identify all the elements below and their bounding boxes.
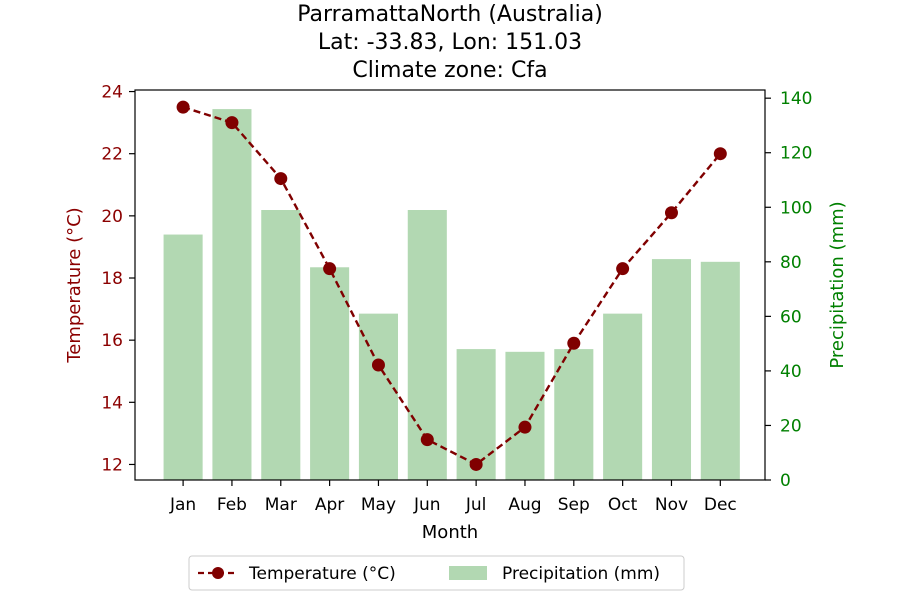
legend-box bbox=[188, 555, 685, 591]
precipitation-bar-apr bbox=[310, 267, 350, 480]
month-tick-label-jun: Jun bbox=[413, 495, 441, 515]
temperature-point-apr bbox=[323, 262, 337, 276]
temperature-point-jan bbox=[176, 100, 190, 114]
temperature-point-jul bbox=[469, 457, 483, 471]
chart-title-line-2: Lat: -33.83, Lon: 151.03 bbox=[318, 30, 582, 55]
precipitation-axis: 0 20 40 60 80 100 120 140 bbox=[765, 89, 812, 491]
temperature-axis: 12 14 16 18 20 22 24 bbox=[101, 83, 135, 475]
month-tick-label-jul: Jul bbox=[465, 495, 487, 515]
precipitation-bar-aug bbox=[505, 351, 545, 480]
precipitation-tick-label: 120 bbox=[780, 144, 812, 164]
month-axis: Jan Feb Mar Apr May Jun Jul Aug Sep Oct Nov Dec bbox=[169, 480, 737, 515]
chart-title-line-1: ParramattaNorth (Australia) bbox=[297, 2, 603, 27]
chart-title-line-3: Climate zone: Cfa bbox=[352, 58, 547, 83]
precipitation-tick-label: 40 bbox=[780, 362, 802, 382]
precipitation-tick-label: 140 bbox=[780, 89, 812, 109]
precipitation-tick-label: 20 bbox=[780, 416, 802, 436]
temperature-tick-label: 16 bbox=[101, 331, 123, 351]
legend-temperature-label: Temperature (°C) bbox=[248, 564, 396, 584]
month-tick-label-nov: Nov bbox=[655, 495, 688, 515]
legend-precipitation-label: Precipitation (mm) bbox=[502, 564, 660, 584]
month-tick-label-apr: Apr bbox=[315, 495, 344, 515]
plot-frame bbox=[134, 89, 766, 481]
legend-precipitation-swatch-icon bbox=[449, 566, 487, 580]
temperature-point-oct bbox=[616, 262, 630, 276]
month-tick-label-aug: Aug bbox=[508, 495, 541, 515]
precipitation-bar-may bbox=[358, 313, 398, 480]
temperature-point-nov bbox=[664, 206, 678, 220]
month-tick-label-oct: Oct bbox=[608, 495, 638, 515]
temperature-point-feb bbox=[225, 116, 239, 130]
month-tick-label-mar: Mar bbox=[265, 495, 297, 515]
precipitation-bar-sep bbox=[554, 349, 594, 480]
temperature-tick-label: 20 bbox=[101, 207, 123, 227]
right-axis-label: Precipitation (mm) bbox=[827, 201, 848, 368]
month-tick-label-dec: Dec bbox=[704, 495, 737, 515]
month-tick-label-feb: Feb bbox=[217, 495, 247, 515]
temperature-point-dec bbox=[713, 147, 727, 161]
precipitation-tick-label: 0 bbox=[780, 471, 791, 491]
legend: Temperature (°C) Precipitation (mm) bbox=[188, 555, 685, 591]
temperature-tick-label: 22 bbox=[101, 145, 123, 165]
precipitation-bar-feb bbox=[212, 109, 252, 480]
precipitation-bar-jan bbox=[163, 234, 203, 480]
temperature-tick-label: 12 bbox=[101, 455, 123, 475]
precipitation-bar-nov bbox=[651, 259, 692, 480]
temperature-line bbox=[176, 100, 727, 471]
temperature-point-may bbox=[371, 358, 385, 372]
temperature-tick-label: 24 bbox=[101, 83, 123, 103]
temperature-point-sep bbox=[567, 336, 581, 350]
temperature-point-aug bbox=[518, 420, 532, 434]
left-axis-label: Temperature (°C) bbox=[64, 207, 85, 363]
temperature-point-mar bbox=[274, 172, 288, 186]
precipitation-bar-oct bbox=[603, 313, 643, 480]
temperature-point-jun bbox=[420, 433, 434, 447]
precipitation-bar-mar bbox=[261, 210, 301, 480]
x-axis-label: Month bbox=[422, 522, 478, 543]
precipitation-bar-dec bbox=[700, 261, 740, 480]
precipitation-tick-label: 100 bbox=[780, 198, 812, 218]
legend-temperature-marker-icon bbox=[212, 567, 224, 579]
month-tick-label-sep: Sep bbox=[558, 495, 590, 515]
temperature-tick-label: 18 bbox=[101, 269, 123, 289]
precipitation-tick-label: 60 bbox=[780, 307, 802, 327]
precipitation-bars bbox=[163, 109, 740, 480]
temperature-tick-label: 14 bbox=[101, 393, 123, 413]
precipitation-tick-label: 80 bbox=[780, 253, 802, 273]
temperature-series-line bbox=[182, 105, 722, 466]
month-tick-label-may: May bbox=[361, 495, 396, 515]
month-tick-label-jan: Jan bbox=[169, 495, 196, 515]
